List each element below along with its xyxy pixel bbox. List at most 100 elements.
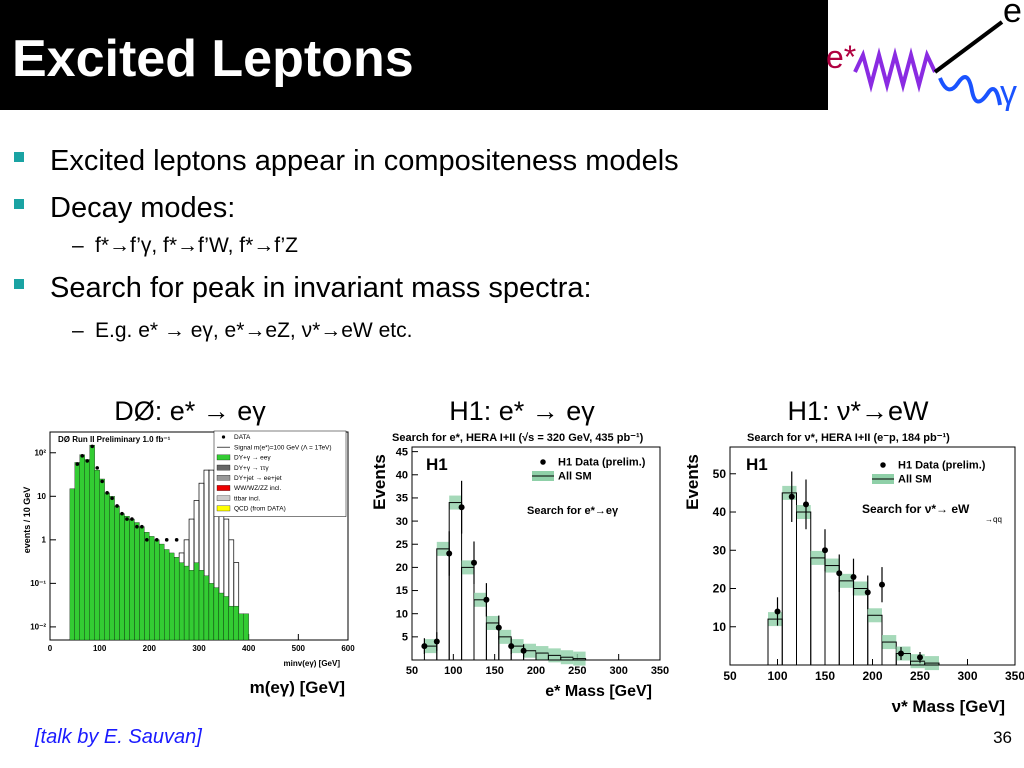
slide-title: Excited Leptons [12,30,414,88]
x-tick-label: 600 [341,644,355,653]
histogram-bin [193,562,200,641]
y-tick-label: 50 [713,467,727,481]
diagram-label: e* [826,39,856,75]
histogram-bin [99,478,105,641]
data-point [508,643,515,650]
data-point [836,570,843,577]
histogram-bin [188,570,195,641]
legend-label: DY+γ → ττγ [234,465,269,472]
plot-tag: H1 [746,455,768,474]
y-tick-label: 25 [396,539,408,551]
data-point [130,517,134,521]
histogram-bin [104,492,110,641]
bullet: Decay modes: [50,192,235,224]
annotation: Search for ν*→ eW [862,502,970,516]
annotation: →qq [985,515,1002,524]
histogram-bin [69,488,75,641]
legend-box [213,430,347,517]
bullet-marker [14,279,24,289]
histogram-bin [208,583,215,641]
histogram-bin [853,588,869,666]
x-axis-label: e* Mass [GeV] [545,683,652,700]
diagram-label: γ [1000,74,1017,112]
y-tick-label: 45 [396,446,408,458]
histogram-bin [461,566,475,661]
data-point [174,538,179,542]
data-point [115,504,119,508]
x-axis-label: ν* Mass [GeV] [892,697,1005,716]
sub-bullet-marker: – [72,234,84,257]
lepton-line [933,20,1004,74]
data-point [164,538,169,542]
histogram-bin [84,459,90,641]
y-tick-label: 30 [396,516,408,528]
histogram-bin [114,505,120,641]
data-point [483,596,490,603]
x-tick-label: 100 [767,669,787,683]
legend-swatch [216,495,231,501]
data-point [803,501,809,508]
legend-label: ttbar incl. [234,495,261,502]
annotation: Search for e*→eγ [527,505,619,517]
data-point [110,496,114,501]
data-point [154,538,159,542]
histogram-bin [198,570,205,641]
histogram-bin [203,575,210,641]
histogram-bin [223,596,229,641]
photon-zigzag [853,47,937,93]
data-point [471,559,477,566]
data-point [917,654,923,661]
histogram-bin [448,502,463,661]
data-point [80,454,85,458]
bullet: Excited leptons appear in compositeness … [50,145,679,177]
x-tick-label: 100 [444,665,462,677]
data-point [495,624,502,631]
x-tick-label: 150 [485,665,503,677]
histogram-bin [218,592,224,641]
plot-heading: H1: e* → eγ [449,396,595,426]
y-tick-label: 10⁻² [30,623,46,632]
legend-swatch [880,462,886,468]
data-point [95,466,99,470]
histogram-bin [810,557,826,666]
data-point [788,493,795,500]
data-point [90,444,95,449]
bullet: Search for peak in invariant mass spectr… [50,272,592,304]
x-tick-label: 200 [143,644,157,653]
sub-bullet-marker: – [72,319,84,342]
histogram-bin [164,549,170,641]
histogram-bin [124,515,130,641]
x-tick-label: 400 [242,644,256,653]
histogram-bin [154,539,160,641]
histogram-bin [74,462,80,641]
histogram-bin [139,526,145,641]
legend-swatch [216,475,231,481]
histogram-bin [233,605,239,641]
y-axis-label: Events [370,454,389,510]
x-axis-label: minv(eγ) [GeV] [284,659,341,668]
histogram-bin [178,562,185,641]
data-point [135,524,139,529]
legend-swatch [221,435,226,439]
histogram-bin [238,613,244,641]
x-tick-label: 200 [527,665,545,677]
y-tick-label: 40 [713,505,727,519]
legend-label: All SM [558,471,592,483]
x-tick-label: 100 [93,644,107,653]
y-tick-label: 35 [396,493,408,505]
plot-title: Search for ν*, HERA I+II (e⁻p, 184 pb⁻¹) [747,432,950,444]
histogram-bin [89,444,95,641]
bullet-marker [14,199,24,209]
x-tick-label: 300 [192,644,206,653]
data-point [850,574,857,581]
sub-bullet: E.g. e* → eγ, e*→eZ, ν*→eW etc. [95,319,412,342]
data-point [879,581,885,588]
legend-swatch [216,464,231,471]
y-tick-label: 30 [713,543,727,557]
y-tick-label: 40 [396,469,408,481]
y-axis-label: events / 10 GeV [22,487,32,554]
x-tick-label: 500 [292,644,306,653]
legend-label: DATA [234,434,251,441]
photon-wave [938,75,1002,106]
x-tick-label: 50 [723,669,737,683]
